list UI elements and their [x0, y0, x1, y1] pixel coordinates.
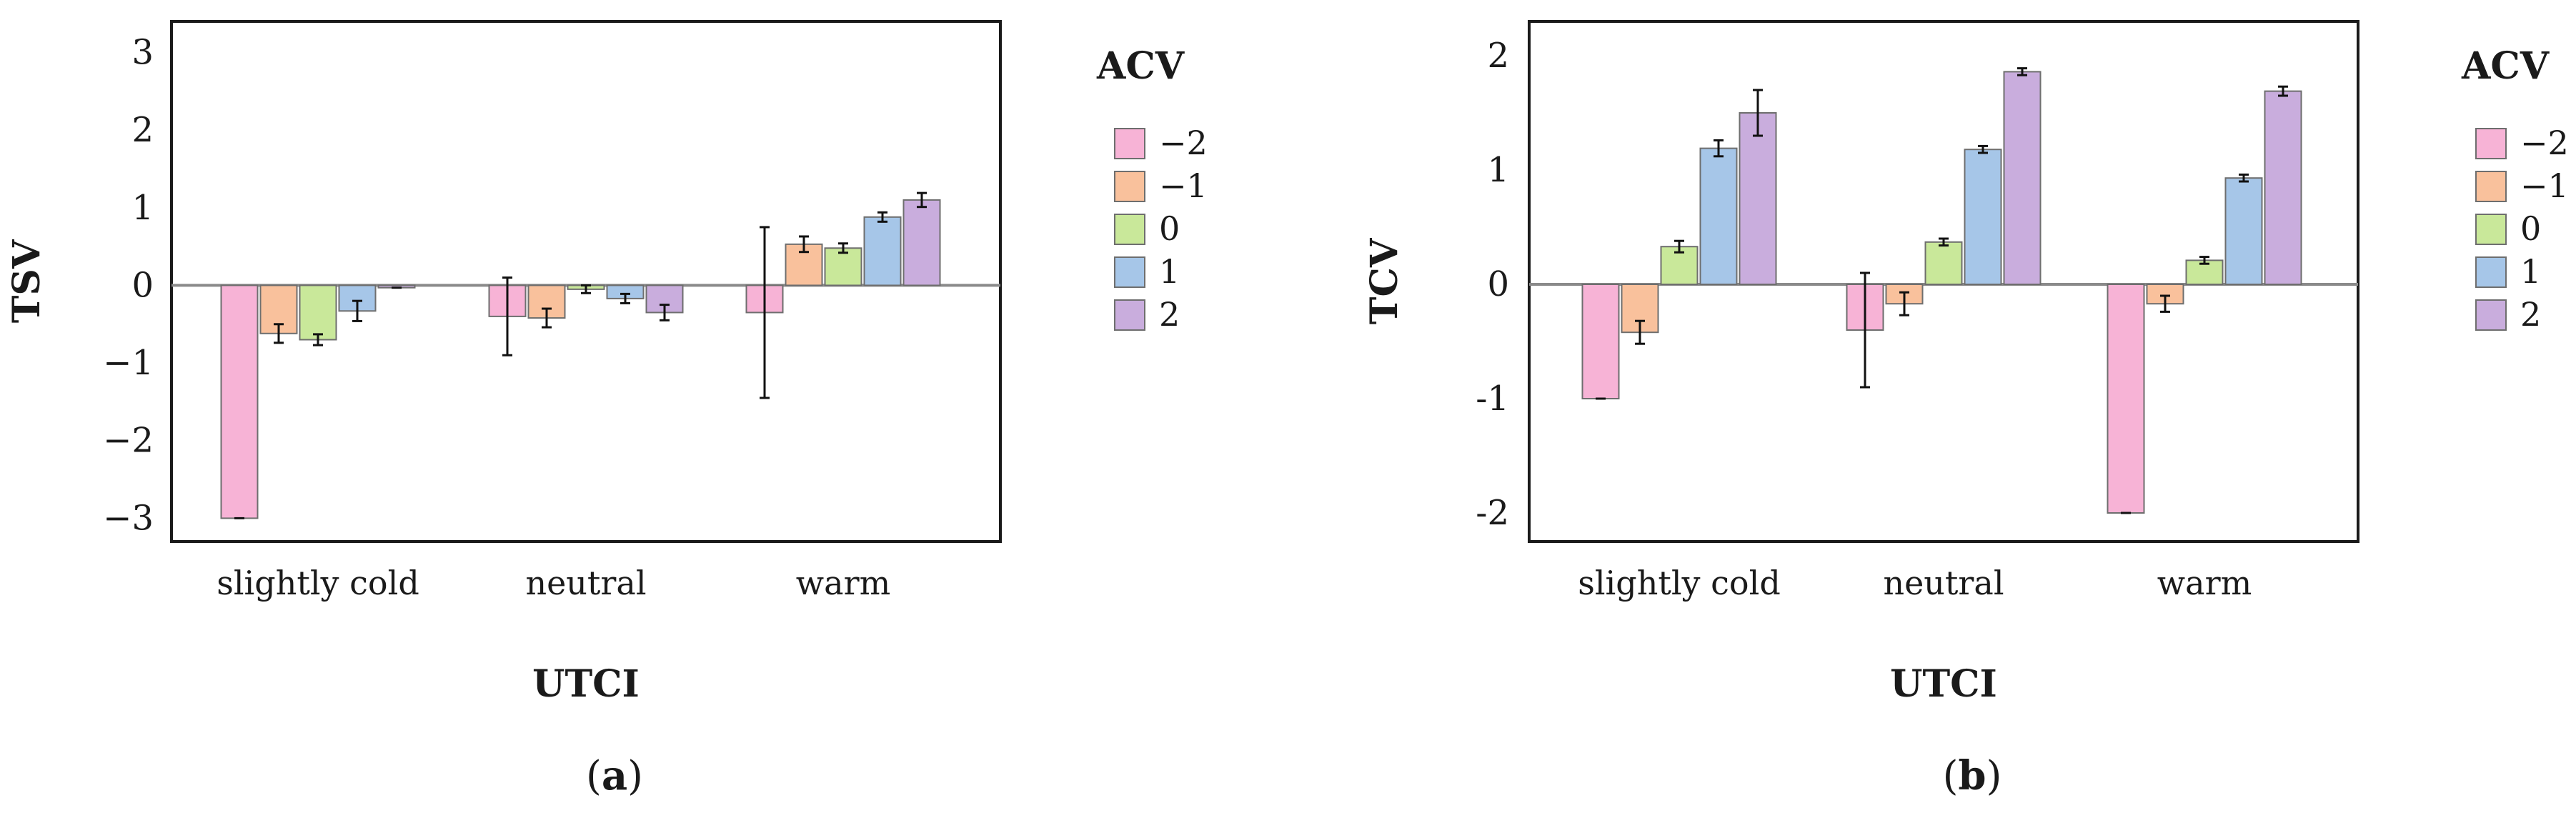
x-category-label: warm [796, 564, 890, 602]
y-tick-label: -1 [1476, 379, 1509, 419]
bar-warm-acv-1 [863, 216, 902, 286]
legend-label: 1 [1159, 252, 1180, 291]
legend-label: 0 [1159, 209, 1180, 248]
legend-label: 2 [1159, 295, 1180, 334]
legend-swatch-acv-2 [1114, 299, 1145, 331]
x-axis-title: UTCI [1890, 662, 1997, 706]
panel-label: (b) [1943, 752, 2002, 799]
bar-warm-acv-1 [2224, 177, 2263, 285]
bar-warm-acv--2 [2107, 284, 2145, 514]
legend-swatch-acv--1 [2475, 171, 2507, 202]
bar-slightly-cold-acv--2 [1581, 284, 1620, 399]
legend-label: −2 [2520, 124, 2569, 162]
y-tick-label: −3 [103, 498, 154, 538]
legend-swatch-acv-1 [2475, 256, 2507, 288]
bar-neutral-acv-2 [645, 284, 684, 314]
legend-title: ACV [1096, 44, 1185, 88]
legend-swatch-acv-0 [1114, 214, 1145, 245]
legend-swatch-acv-0 [2475, 214, 2507, 245]
bar-warm-acv-2 [902, 199, 941, 286]
y-tick-label: −2 [103, 421, 154, 461]
y-tick-label: 0 [131, 265, 154, 305]
bar-slightly-cold-acv-1 [1699, 147, 1738, 285]
bar-slightly-cold-acv-0 [299, 284, 337, 341]
legend-label: 0 [2520, 209, 2541, 248]
y-tick-label: 1 [131, 188, 154, 228]
panel-label-letter: a [602, 752, 627, 799]
y-tick-label: 2 [1487, 36, 1509, 76]
x-category-label: neutral [1883, 564, 2004, 602]
x-category-label: slightly cold [1578, 564, 1781, 602]
y-tick-label: -2 [1476, 493, 1509, 533]
y-tick-label: 0 [1487, 264, 1509, 304]
plot-frame [170, 20, 1002, 543]
legend: ACV −2 −1 0 1 2 [1096, 44, 1208, 334]
y-tick-label: 2 [131, 110, 154, 150]
y-tick-label: 1 [1487, 150, 1509, 190]
panel-label-letter: b [1958, 752, 1986, 799]
legend: ACV −2 −1 0 1 2 [2461, 44, 2569, 334]
legend-swatch-acv--2 [1114, 128, 1145, 159]
bar-warm-acv-2 [2264, 90, 2302, 285]
x-category-label: slightly cold [217, 564, 419, 602]
bar-slightly-cold-acv--2 [220, 284, 259, 519]
legend-label: −1 [1159, 166, 1208, 205]
bar-neutral-acv-0 [1924, 241, 1963, 285]
chart-panel-b: 2 1 0 -1 -2 slightly cold neutral warm UTCI TCV (b… [1363, 20, 2569, 799]
legend-swatch-acv--2 [2475, 128, 2507, 159]
legend-label: −2 [1159, 124, 1208, 162]
y-tick-label: 3 [131, 32, 154, 72]
y-tick-label: −1 [103, 343, 154, 383]
bar-neutral-acv-2 [2003, 71, 2042, 286]
bar-neutral-acv-1 [1964, 149, 2002, 285]
legend-swatch-acv-2 [2475, 299, 2507, 331]
legend-label: −1 [2520, 166, 2569, 205]
chart-panel-a: 3 2 1 0 −1 −2 −3 slightly cold neutral warm UTCI TS… [5, 20, 1208, 799]
y-axis-title: TSV [5, 239, 49, 323]
x-axis-title: UTCI [532, 662, 640, 706]
y-axis-title: TCV [1363, 237, 1406, 324]
bar-slightly-cold-acv-2 [1739, 112, 1777, 285]
legend-title: ACV [2461, 44, 2550, 88]
bar-warm-acv-0 [824, 247, 862, 286]
plot-frame [1528, 20, 2359, 543]
legend-label: 2 [2520, 295, 2541, 334]
panel-label: (a) [586, 752, 643, 799]
legend-label: 1 [2520, 252, 2541, 291]
legend-swatch-acv-1 [1114, 256, 1145, 288]
legend-swatch-acv--1 [1114, 171, 1145, 202]
x-category-label: neutral [525, 564, 646, 602]
x-category-label: warm [2157, 564, 2252, 602]
